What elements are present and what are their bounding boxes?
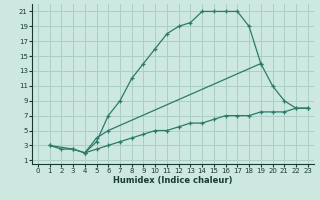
X-axis label: Humidex (Indice chaleur): Humidex (Indice chaleur) [113, 176, 233, 185]
